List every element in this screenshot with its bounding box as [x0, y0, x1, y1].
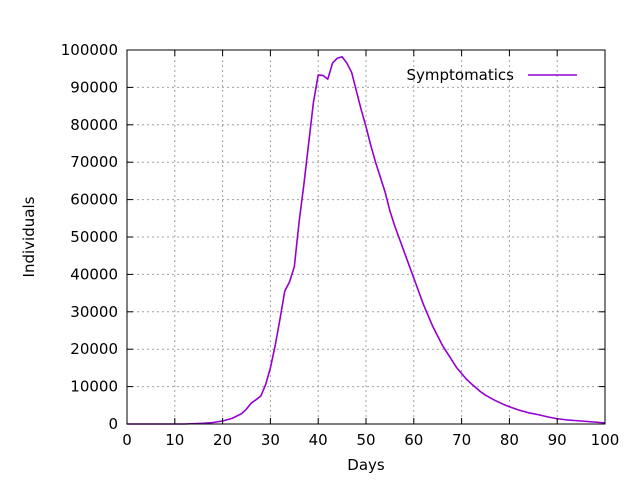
- series-line-symptomatics: [127, 55, 606, 425]
- x-axis-label: Days: [347, 456, 385, 474]
- tick-layer: 0 10 20 30 40 50 60 70 80 90 100 0 10000 20000 30000 40…: [61, 41, 620, 449]
- y-axis-label: Individuals: [20, 196, 38, 277]
- x-tick-label: 30: [261, 431, 280, 449]
- legend-label: Symptomatics: [406, 66, 514, 84]
- x-tick-label: 20: [213, 431, 232, 449]
- x-tick-label: 60: [404, 431, 423, 449]
- y-tick-label: 30000: [70, 303, 118, 321]
- x-tick-label: 40: [309, 431, 328, 449]
- x-tick-label: 90: [548, 431, 567, 449]
- y-tick-label: 10000: [70, 378, 118, 396]
- x-tick-label: 70: [452, 431, 471, 449]
- grid-layer: [127, 50, 605, 424]
- y-tick-label: 50000: [70, 228, 118, 246]
- y-tick-label: 70000: [70, 153, 118, 171]
- series-layer: [127, 55, 606, 425]
- x-tick-label: 10: [165, 431, 184, 449]
- legend: Symptomatics: [406, 66, 577, 84]
- x-tick-label: 50: [356, 431, 375, 449]
- y-tick-label: 80000: [70, 116, 118, 134]
- y-tick-label: 60000: [70, 191, 118, 209]
- x-tick-label: 80: [500, 431, 519, 449]
- y-tick-label: 90000: [70, 78, 118, 96]
- y-tick-label: 40000: [70, 265, 118, 283]
- y-tick-label: 0: [108, 415, 118, 433]
- x-tick-label: 100: [591, 431, 620, 449]
- y-tick-label: 20000: [70, 340, 118, 358]
- x-tick-label: 0: [122, 431, 132, 449]
- y-tick-label: 100000: [61, 41, 118, 59]
